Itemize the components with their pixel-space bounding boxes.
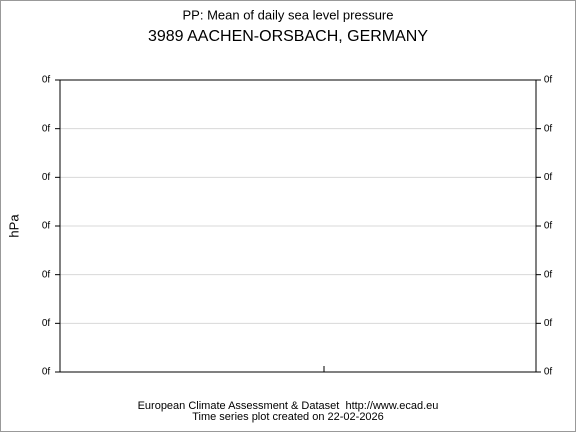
- y-tick-label: 0f: [42, 318, 51, 329]
- y2-tick-label: 0f: [544, 367, 553, 378]
- footer: European Climate Assessment & Dataset ht…: [138, 400, 439, 412]
- chart-subtitle: 3989 AACHEN-ORSBACH, GERMANY: [148, 28, 428, 45]
- y2-tick-label: 0f: [544, 75, 553, 86]
- y2-tick-label: 0f: [544, 172, 553, 183]
- y-tick-label: 0f: [42, 269, 51, 280]
- footer: Time series plot created on 22-02-2026: [192, 411, 384, 423]
- y2-tick-label: 0f: [544, 318, 553, 329]
- y2-tick-label: 0f: [544, 123, 553, 134]
- plot-area: [59, 79, 537, 373]
- y-tick-label: 0f: [42, 172, 51, 183]
- y-tick-label: 0f: [42, 123, 51, 134]
- y-tick-label: 0f: [42, 75, 51, 86]
- y-tick-label: 0f: [42, 367, 51, 378]
- y2-tick-label: 0f: [544, 269, 553, 280]
- y2-tick-label: 0f: [544, 221, 553, 232]
- chart-title: PP: Mean of daily sea level pressure: [183, 7, 394, 22]
- y-tick-label: 0f: [42, 221, 51, 232]
- y-axis-label: hPa: [6, 214, 21, 238]
